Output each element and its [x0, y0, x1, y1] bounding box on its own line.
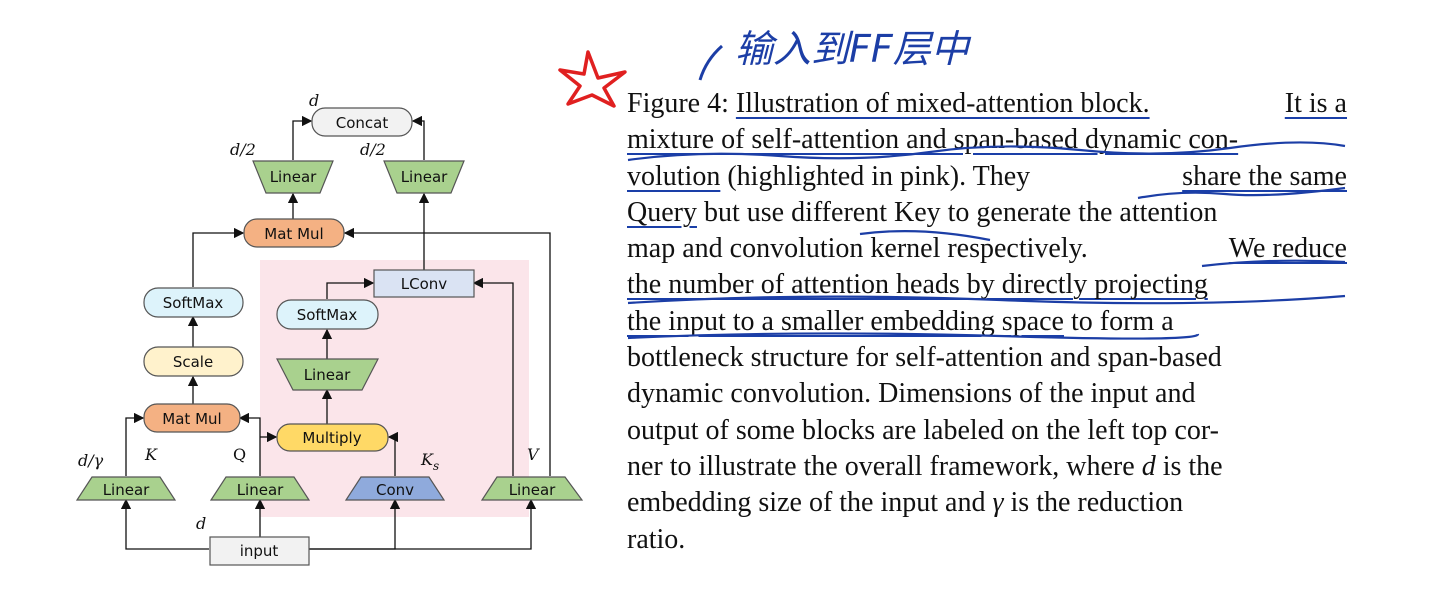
- multiply-node: [276, 423, 389, 452]
- dim-label-d-half-right: d/2: [360, 140, 386, 159]
- dim-label-k: K: [144, 445, 158, 464]
- linear-q-node: [209, 476, 311, 501]
- input-node: [209, 536, 310, 566]
- concat-node: [311, 107, 413, 137]
- caption-line-10: output of some blocks are labeled on the…: [627, 414, 1219, 446]
- conv-node: [344, 476, 446, 501]
- lconv-node: [373, 269, 475, 298]
- linear-out-left-node: [252, 160, 334, 194]
- scale-node: [143, 346, 244, 377]
- matmul-bottom-label: Mat Mul: [162, 410, 221, 428]
- multiply-label: Multiply: [302, 429, 361, 447]
- linear-k-label: Linear: [103, 481, 150, 499]
- matmul-bottom-node: [143, 403, 241, 433]
- handwritten-note: 输入到FF层中: [735, 27, 972, 71]
- linear-mid-node: [276, 358, 379, 391]
- dim-label-ks: Ks: [420, 450, 439, 473]
- caption-line-9: dynamic convolution. Dimensions of the i…: [627, 378, 1196, 410]
- mixed-attention-diagram: Concat Linear Linear Mat Mul SoftMax Sca…: [75, 91, 584, 566]
- linear-v-label: Linear: [509, 481, 556, 499]
- caption-line-5: map and convolution kernel respectively.…: [627, 233, 1347, 265]
- caption-line-4: Query but use different Key to generate …: [627, 196, 1218, 228]
- scale-label: Scale: [173, 353, 213, 371]
- matmul-top-label: Mat Mul: [264, 225, 323, 243]
- linear-out-right-label: Linear: [401, 168, 448, 186]
- linear-v-node: [480, 476, 584, 501]
- conv-label: Conv: [376, 481, 414, 499]
- lconv-label: LConv: [401, 275, 448, 293]
- caption-line-3: volution (highlighted in pink). They sha…: [627, 160, 1347, 192]
- dim-label-q: Q: [233, 445, 246, 464]
- linear-out-left-label: Linear: [270, 168, 317, 186]
- figure-caption: Figure 4: Illustration of mixed-attentio…: [627, 86, 1347, 558]
- linear-mid-label: Linear: [304, 366, 351, 384]
- linear-out-right-node: [383, 160, 465, 194]
- matmul-top-node: [243, 218, 345, 248]
- caption-line-2: mixture of self-attention and span-based…: [627, 124, 1239, 156]
- dim-label-d-top: d: [309, 91, 319, 110]
- caption-line-13: ratio.: [627, 523, 686, 555]
- caption-line-7: the input to a smaller embedding space t…: [627, 305, 1174, 337]
- caption-line-12: embedding size of the input and γ is the…: [627, 487, 1184, 519]
- linear-k-node: [75, 476, 177, 501]
- concat-label: Concat: [336, 114, 389, 132]
- softmax-right-label: SoftMax: [297, 306, 358, 324]
- dim-label-d-half-left: d/2: [230, 140, 256, 159]
- input-label: input: [240, 542, 279, 560]
- softmax-right-node: [276, 299, 379, 330]
- handwriting-stroke: [698, 44, 723, 81]
- caption-line-1: Figure 4: Illustration of mixed-attentio…: [627, 88, 1347, 119]
- caption-line-8: bottleneck structure for self-attention …: [627, 342, 1222, 374]
- caption-line-6: the number of attention heads by directl…: [627, 269, 1208, 301]
- linear-q-label: Linear: [237, 481, 284, 499]
- caption-line-11: ner to illustrate the overall framework,…: [627, 450, 1223, 482]
- dim-label-v: V: [527, 445, 540, 464]
- softmax-left-node: [143, 287, 244, 318]
- diagram-edges: [120, 115, 551, 550]
- dim-label-d-gamma: d/γ: [78, 451, 104, 470]
- dim-label-d-input: d: [196, 514, 206, 533]
- softmax-left-label: SoftMax: [163, 294, 224, 312]
